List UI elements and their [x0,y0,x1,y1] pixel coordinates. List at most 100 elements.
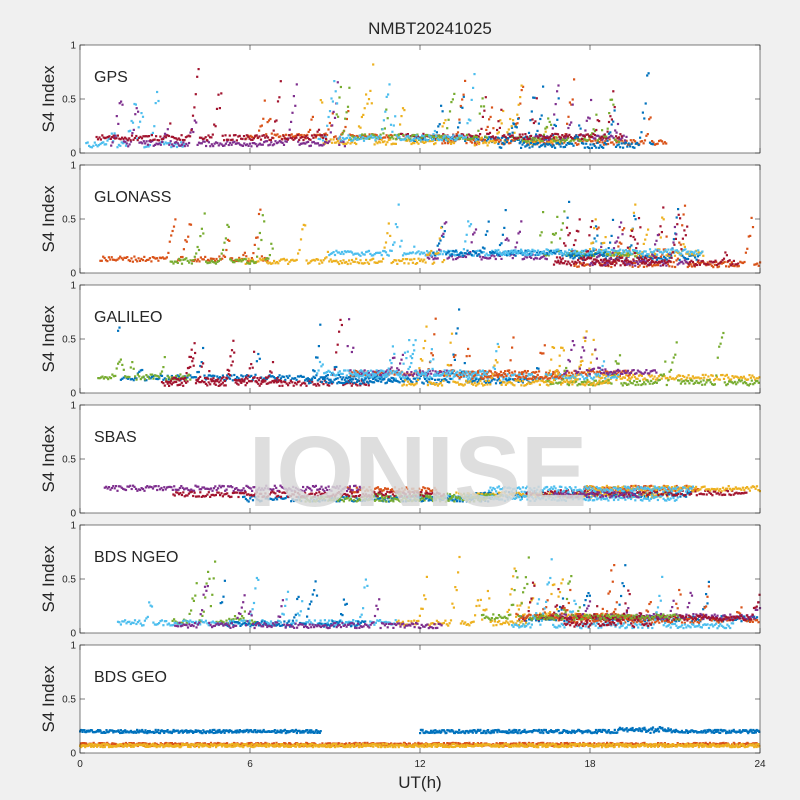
data-point [486,132,489,135]
data-point [401,353,404,356]
data-point [460,373,463,376]
data-point [621,254,624,257]
data-point [430,348,433,351]
data-point [432,382,435,385]
data-point [317,128,321,131]
data-point [575,143,579,146]
data-point [675,250,678,253]
data-point [565,254,568,257]
data-point [746,383,749,386]
data-point [756,262,759,265]
data-point [456,370,459,373]
data-point [541,380,544,383]
data-point [131,132,134,135]
data-point [318,262,321,265]
data-point [257,247,260,250]
data-point [387,93,390,96]
data-point [617,373,620,377]
data-point [101,134,104,137]
data-point [333,80,336,83]
data-point [135,134,138,138]
data-point [153,374,156,377]
data-point [546,248,550,252]
data-point [306,379,309,382]
data-point [527,381,530,384]
data-point [499,138,502,142]
data-point [353,373,356,376]
data-point [527,249,530,252]
data-point [629,234,632,238]
data-point [512,119,515,122]
data-point [597,372,600,376]
data-point [597,383,600,386]
data-point [678,253,681,256]
data-point [607,373,610,376]
data-point [711,261,714,264]
data-point [572,252,575,255]
data-point [518,142,521,145]
data-point [591,254,594,257]
data-point [521,380,524,383]
data-point [480,370,483,373]
data-point [466,378,470,381]
data-point [521,258,524,261]
data-point [591,132,594,135]
data-point [623,251,626,254]
data-point [412,343,415,347]
data-point [399,362,402,365]
data-point [535,376,538,379]
data-point [637,217,641,220]
data-point [452,249,455,253]
data-point [464,139,467,142]
data-point [676,223,679,226]
data-point [482,373,485,376]
data-point [151,375,154,378]
data-point [203,137,206,140]
data-point [750,379,753,382]
data-point [558,138,561,141]
data-point [328,140,331,143]
data-point [650,259,654,263]
data-point [177,375,181,378]
data-point [304,224,307,227]
data-point [279,379,282,382]
data-point [455,257,458,261]
data-point [97,144,101,147]
data-point [690,377,693,380]
data-point [652,255,655,258]
data-point [237,135,240,138]
data-point [539,144,542,147]
data-point [633,214,636,217]
data-point [405,378,408,381]
data-point [323,379,326,382]
data-point [567,260,570,263]
data-point [382,132,385,135]
data-point [637,383,640,386]
data-point [664,360,667,363]
data-point [179,138,182,141]
data-point [613,373,616,376]
data-point [115,115,118,118]
data-point [596,139,599,142]
data-point [631,263,634,266]
data-point [326,250,329,253]
data-point [250,363,253,366]
data-point [537,141,540,144]
data-point [700,260,703,263]
data-point [379,260,382,263]
data-point [146,135,149,138]
data-point [569,136,572,139]
data-point [338,135,342,138]
data-point [189,374,192,377]
data-point [142,140,145,143]
data-point [562,146,565,149]
data-point [601,129,604,132]
data-point [317,133,320,137]
data-point [440,137,443,140]
data-point [503,134,506,137]
data-point [604,377,607,380]
data-point [213,380,217,383]
data-point [595,259,598,262]
data-point [611,372,614,375]
data-point [192,364,195,367]
